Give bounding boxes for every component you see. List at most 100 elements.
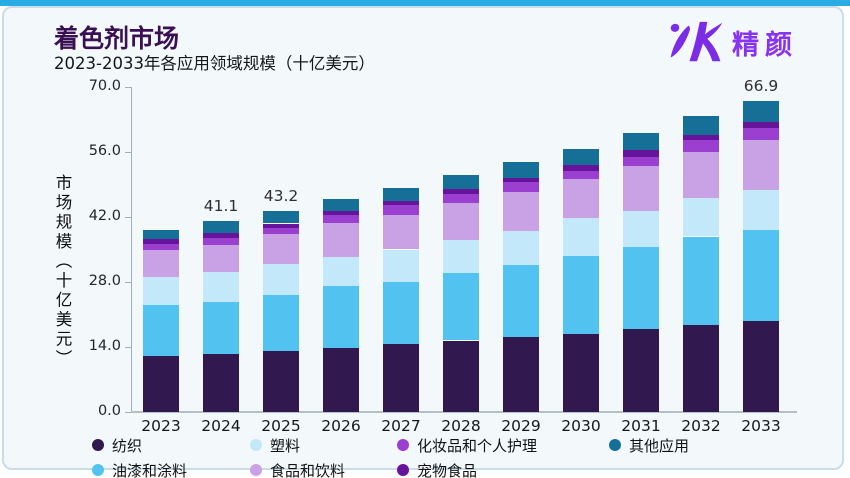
bar-segment: [623, 246, 659, 329]
x-tick-label: 2031: [621, 417, 661, 435]
y-tick-label: 42.0: [88, 208, 121, 224]
bar-segment: [743, 230, 779, 321]
bar-segment: [443, 194, 479, 203]
brand-logo-icon: [670, 21, 723, 62]
bar-segment: [383, 188, 419, 201]
bar-segment: [623, 156, 659, 166]
legend-item: 其他应用: [609, 436, 690, 455]
bar-segment: [503, 264, 539, 338]
legend-label: 其他应用: [629, 436, 690, 455]
bar-segment: [443, 202, 479, 241]
bar-segment: [323, 347, 359, 412]
bar-segment: [683, 116, 719, 135]
bar-segment: [203, 301, 239, 354]
bar-segment: [503, 192, 539, 232]
x-tick-label: 2029: [501, 417, 541, 435]
bar-segment: [563, 179, 599, 219]
bar-segment: [203, 272, 239, 302]
bar-segment: [503, 182, 539, 193]
bar-segment: [563, 255, 599, 334]
bar-segment: [623, 165, 659, 211]
bar-segment: [563, 149, 599, 165]
bar-segment: [383, 214, 419, 250]
bar-segment: [263, 227, 299, 235]
bar-segment: [263, 223, 299, 228]
legend-dot: [250, 439, 262, 451]
x-tick-label: 2030: [561, 417, 601, 435]
legend-item: 食品和饮料: [250, 461, 345, 478]
bar-total-label: 66.9: [743, 77, 779, 96]
bar-segment: [143, 239, 179, 245]
bar-segment: [623, 133, 659, 151]
bar-segment: [263, 234, 299, 265]
report-card: 着色剂市场 2023-2033年各应用领域规模（十亿美元） 精颜 市场规模（十亿…: [2, 6, 844, 478]
bar-segment: [143, 356, 179, 412]
bar-segment: [383, 205, 419, 215]
bar-segment: [203, 221, 239, 233]
brand-logo: 精颜: [666, 20, 798, 65]
y-tick-mark: [125, 152, 131, 153]
bar-segment: [443, 189, 479, 195]
bar-segment: [383, 344, 419, 412]
bar-segment: [563, 334, 599, 412]
bar-segment: [263, 295, 299, 352]
x-tick-label: 2032: [681, 417, 721, 435]
legend-label: 宠物食品: [417, 461, 478, 478]
accent-bar: [0, 0, 850, 6]
bar-segment: [383, 249, 419, 282]
page-subtitle: 2023-2033年各应用领域规模（十亿美元）: [54, 54, 375, 73]
y-tick-label: 56.0: [88, 143, 121, 159]
bar-segment: [323, 210, 359, 216]
bar-segment: [143, 277, 179, 305]
bar-segment: [503, 162, 539, 178]
y-tick-mark: [125, 347, 131, 348]
bar-segment: [323, 215, 359, 224]
bar-segment: [743, 128, 779, 141]
bar-segment: [263, 351, 299, 412]
x-tick-label: 2033: [741, 417, 781, 435]
bar-segment: [683, 151, 719, 199]
bar-segment: [203, 232, 239, 238]
bar-segment: [743, 101, 779, 122]
bar-segment: [683, 134, 719, 141]
legend-dot: [92, 439, 104, 451]
x-tick-label: 2024: [201, 417, 241, 435]
bar-segment: [383, 282, 419, 345]
bar-segment: [503, 337, 539, 412]
bar-segment: [623, 210, 659, 247]
x-tick-label: 2026: [321, 417, 361, 435]
bar-segment: [503, 231, 539, 265]
legend-dot: [250, 464, 262, 476]
y-tick-mark: [125, 217, 131, 218]
bar-segment: [563, 218, 599, 256]
bar-segment: [143, 249, 179, 278]
bar-segment: [443, 174, 479, 190]
bar-segment: [563, 170, 599, 180]
legend-item: 纺织: [92, 436, 142, 455]
bar-segment: [623, 328, 659, 412]
bar-segment: [683, 236, 719, 325]
bar-segment: [323, 223, 359, 257]
bar-segment: [743, 140, 779, 191]
y-tick-label: 0.0: [97, 403, 121, 419]
legend-item: 塑料: [250, 436, 300, 455]
bar-total-label: 41.1: [203, 197, 239, 216]
bar-total-label: 43.2: [263, 187, 299, 206]
y-tick-label: 14.0: [88, 338, 121, 354]
y-tick-label: 28.0: [88, 273, 121, 289]
bar-segment: [743, 321, 779, 412]
legend-item: 油漆和涂料: [92, 461, 187, 478]
y-tick-label: 70.0: [88, 78, 121, 94]
bar-segment: [323, 256, 359, 287]
bar-segment: [203, 353, 239, 412]
bar-segment: [563, 165, 599, 171]
bar-segment: [683, 140, 719, 152]
bar-segment: [623, 150, 659, 157]
bar-segment: [143, 244, 179, 250]
bar-segment: [743, 121, 779, 129]
x-tick-label: 2023: [141, 417, 181, 435]
legend-dot: [609, 439, 621, 451]
bar-segment: [443, 272, 479, 341]
page-title: 着色剂市场: [54, 24, 180, 53]
brand-logo-text: 精颜: [732, 30, 798, 61]
